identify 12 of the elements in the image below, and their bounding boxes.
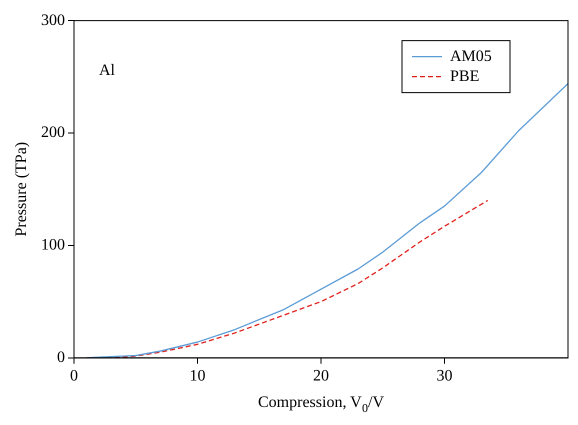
x-tick-label: 0 — [70, 368, 78, 385]
legend-label: AM05 — [450, 48, 492, 65]
y-tick-label: 300 — [41, 12, 65, 29]
x-tick-label: 10 — [190, 368, 206, 385]
y-axis-title: Pressure (TPa) — [13, 142, 30, 237]
y-tick-label: 100 — [41, 236, 65, 254]
legend-label: PBE — [450, 68, 480, 85]
x-tick-label: 30 — [436, 368, 452, 385]
x-tick-label: 20 — [313, 368, 329, 385]
y-tick-label: 200 — [41, 124, 65, 142]
annotation: Al — [99, 62, 116, 79]
y-tick-label: 0 — [57, 349, 65, 366]
